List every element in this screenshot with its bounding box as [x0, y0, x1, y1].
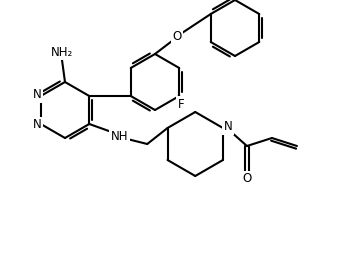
Text: N: N — [224, 120, 232, 133]
Text: NH₂: NH₂ — [51, 45, 73, 59]
Text: O: O — [242, 173, 252, 186]
Text: O: O — [172, 29, 182, 43]
Text: F: F — [178, 98, 185, 110]
Text: N: N — [32, 88, 41, 101]
Text: N: N — [32, 118, 41, 132]
Text: NH: NH — [111, 130, 128, 142]
